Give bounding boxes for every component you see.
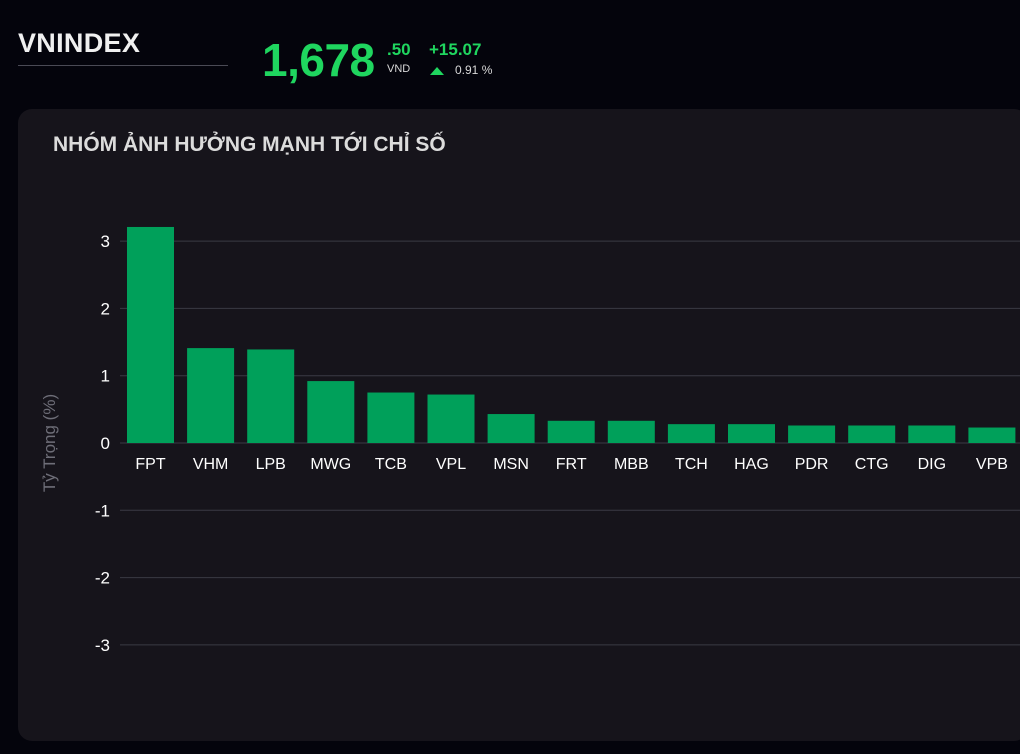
up-arrow-icon	[430, 67, 444, 75]
change-percent: 0.91 %	[455, 63, 493, 77]
x-tick-label: FRT	[556, 456, 587, 473]
y-tick-label: -3	[95, 636, 110, 655]
price-main: 1,678	[262, 34, 375, 86]
bar-frt[interactable]	[547, 420, 595, 443]
chart-panel: NHÓM ẢNH HƯỞNG MẠNH TỚI CHỈ SỐ 3 2 1 0 -1 -2 -…	[18, 109, 1020, 741]
bar-msn[interactable]	[487, 414, 535, 443]
bar-lpb[interactable]	[247, 349, 295, 443]
index-name[interactable]: VNINDEX	[18, 28, 141, 58]
x-tick-label: VPL	[436, 456, 466, 473]
y-tick-label: -2	[95, 569, 110, 588]
y-tick-label: -1	[95, 501, 110, 520]
bar-ctg[interactable]	[848, 425, 896, 443]
x-tick-label: MBB	[614, 456, 649, 473]
x-tick-label: TCB	[375, 456, 407, 473]
bar-pdr[interactable]	[788, 425, 836, 443]
x-tick-label: TCH	[675, 456, 708, 473]
panel-title: NHÓM ẢNH HƯỞNG MẠNH TỚI CHỈ SỐ	[53, 133, 446, 156]
x-tick-label: VHM	[193, 456, 229, 473]
y-tick-label: 3	[101, 232, 110, 251]
bar-chart: 3 2 1 0 -1 -2 -3 Tỷ Trọng (%) FPT VHM LPB MWG TCB VPL…	[40, 226, 1020, 655]
bar-hag[interactable]	[728, 424, 775, 443]
bar-vpb[interactable]	[968, 427, 1016, 443]
bar-mwg[interactable]	[307, 381, 355, 443]
x-tick-label: HAG	[734, 456, 769, 473]
y-tick-label: 2	[101, 299, 110, 318]
x-tick-label: PDR	[795, 456, 829, 473]
x-tick-label: VPB	[976, 456, 1008, 473]
change-value: +15.07	[429, 40, 482, 59]
bar-fpt[interactable]	[127, 226, 174, 443]
bar-mbb[interactable]	[607, 420, 655, 443]
x-tick-label: LPB	[256, 456, 286, 473]
index-underline	[18, 65, 228, 66]
price-decimal: .50	[387, 40, 411, 59]
x-tick-label: DIG	[918, 456, 946, 473]
x-tick-label: CTG	[855, 456, 889, 473]
bar-tch[interactable]	[667, 424, 715, 443]
x-tick-label: MSN	[493, 456, 529, 473]
price-unit: VND	[387, 63, 411, 75]
bar-vhm[interactable]	[187, 348, 235, 443]
bar-dig[interactable]	[908, 425, 956, 443]
y-axis-label: Tỷ Trọng (%)	[40, 394, 59, 492]
y-tick-label: 0	[101, 434, 110, 453]
x-tick-label: MWG	[310, 456, 351, 473]
y-tick-label: 1	[101, 367, 110, 386]
x-tick-label: FPT	[135, 456, 165, 473]
bar-vpl[interactable]	[427, 394, 475, 443]
bar-tcb[interactable]	[367, 392, 415, 443]
